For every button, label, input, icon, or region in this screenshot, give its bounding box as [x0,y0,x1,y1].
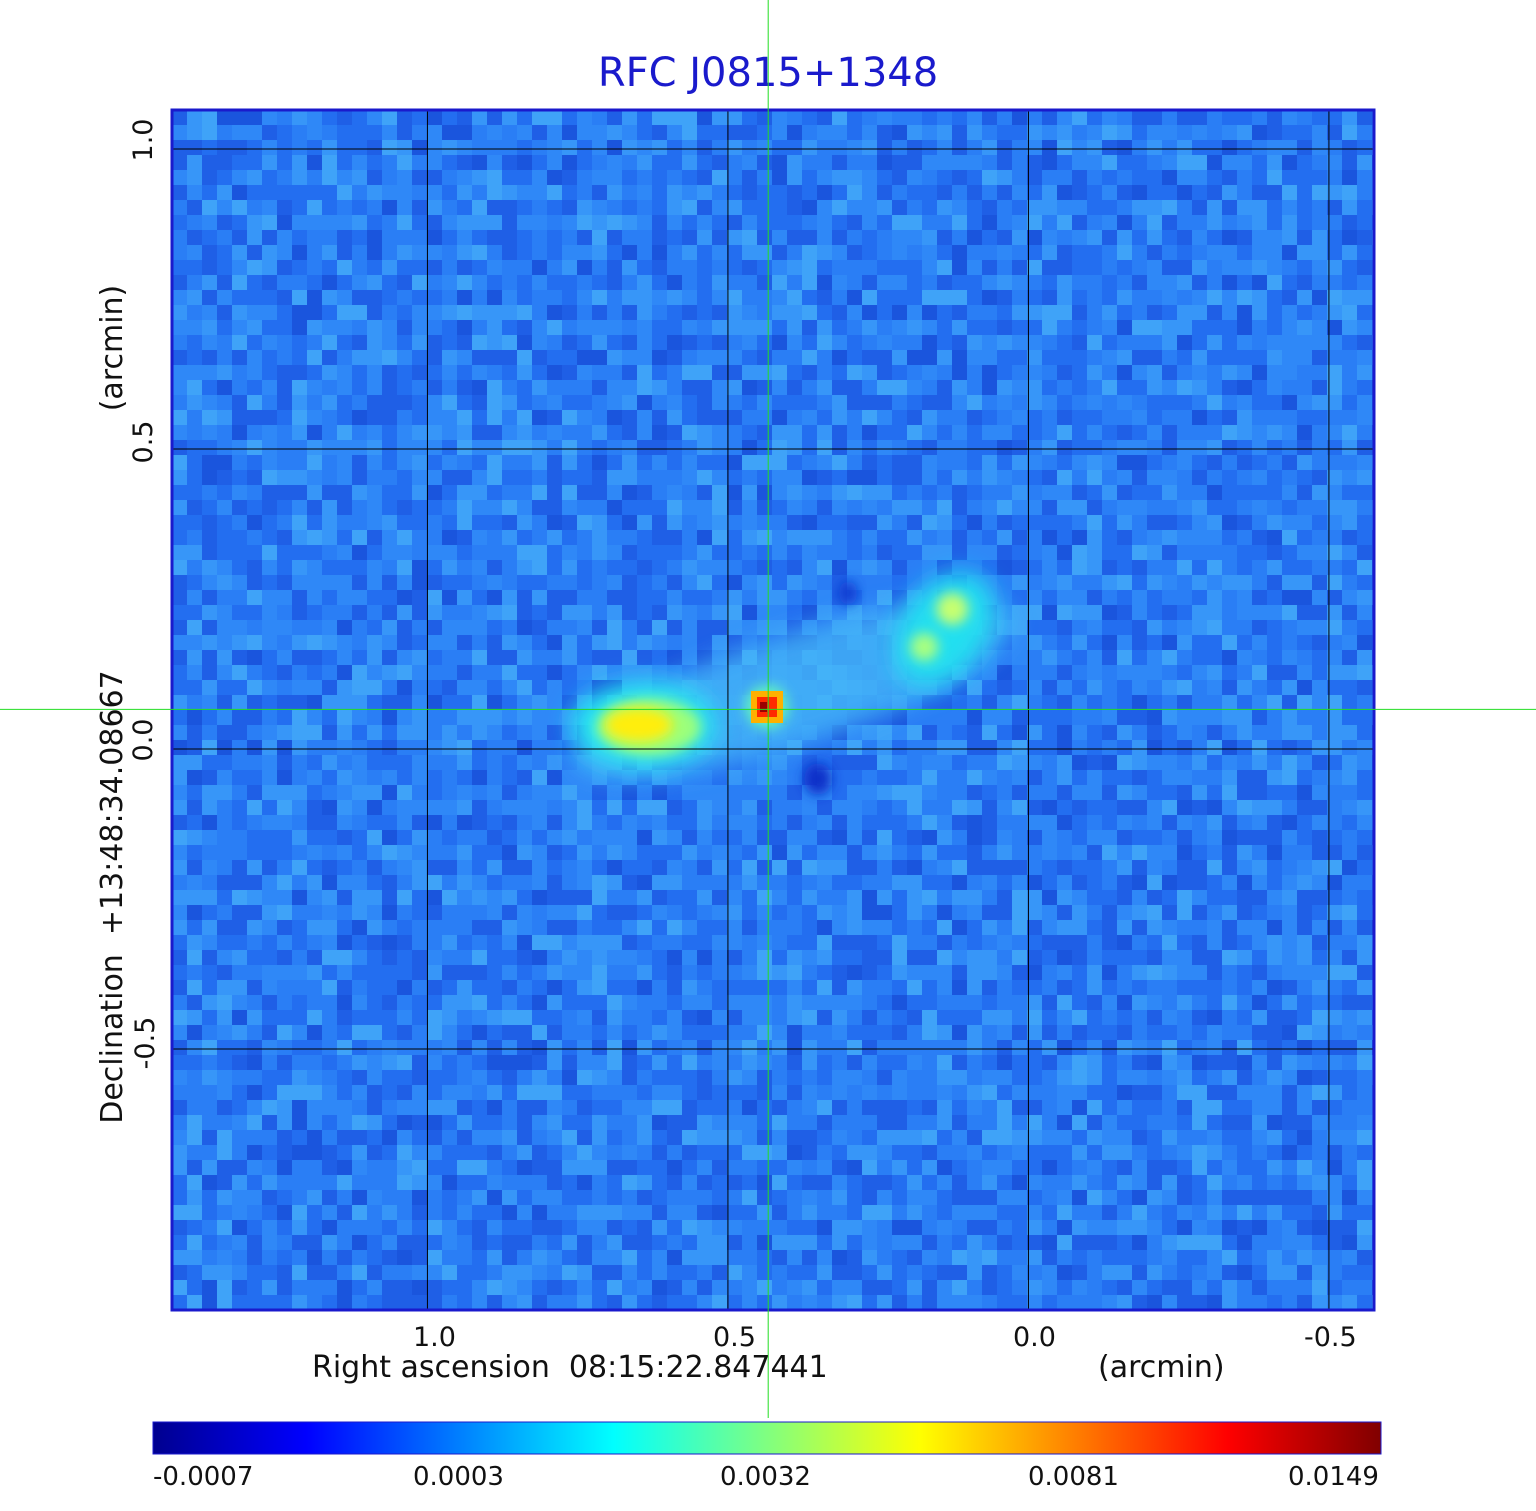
intensity-map [172,110,1374,1310]
x-tick-label: 1.0 [413,1322,456,1353]
y-tick-label: -0.5 [130,1016,161,1070]
colorbar-label: 0.0149 [1288,1462,1379,1492]
x-tick-label: -0.5 [1304,1322,1357,1353]
x-tick-label: 0.0 [1013,1322,1056,1353]
colorbar-label: 0.0032 [720,1462,811,1492]
plot-frame [170,108,1376,1312]
crosshair [0,0,1536,1418]
colorbar-label: 0.0081 [1028,1462,1119,1492]
noise-texture [172,110,1374,1310]
colorbar-label: 0.0003 [413,1462,504,1492]
x-axis-label: Right ascension 08:15:22.847441 [312,1350,828,1385]
x-tick-label: 0.5 [713,1322,756,1353]
emission [571,572,1014,795]
y-tick-label: 0.5 [128,420,159,464]
coordinate-grid [172,110,1374,1310]
y-axis-unit: (arcmin) [95,284,130,412]
colorbar-label: -0.0007 [153,1462,254,1492]
y-axis-label: Declination +13:48:34.08667 [95,670,130,1124]
x-axis-unit: (arcmin) [1098,1350,1225,1385]
y-tick-label: 0.0 [128,718,159,762]
colorbar [152,1421,1382,1455]
y-tick-label: 1.0 [128,118,159,162]
